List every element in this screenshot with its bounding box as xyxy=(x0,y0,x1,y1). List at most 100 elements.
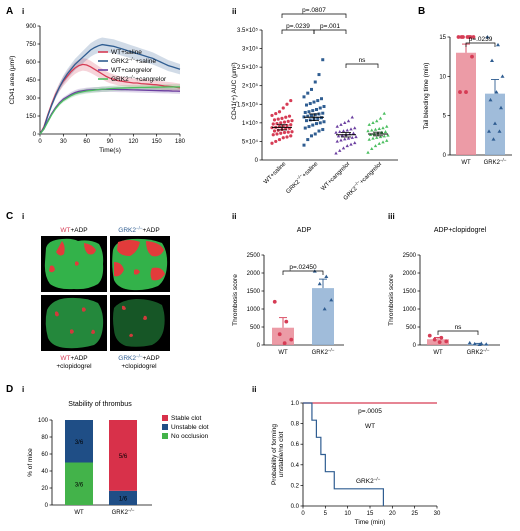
micrograph-grk2-adp-clopidogrel xyxy=(110,295,170,351)
micrograph-panel: WT+ADP GRK2−/−+ADP xyxy=(41,226,170,370)
aii-point xyxy=(350,135,354,139)
aii-point xyxy=(275,132,279,136)
aii-point xyxy=(371,121,375,125)
b-point xyxy=(500,74,505,78)
di-ytick-label: 80 xyxy=(41,435,48,441)
di-segment-label: 3/6 xyxy=(75,482,84,488)
aii-point xyxy=(370,147,374,151)
aii-point xyxy=(339,138,343,142)
ciii-point xyxy=(437,340,442,345)
aii-point xyxy=(276,117,280,121)
dii-ytick-label: 0.6 xyxy=(291,442,300,448)
di-legend-swatch-2 xyxy=(162,433,168,439)
aii-point xyxy=(370,128,374,132)
aii-point xyxy=(307,125,311,129)
aii-point xyxy=(385,124,389,128)
ai-series-0-error-band xyxy=(40,58,180,134)
aii-point xyxy=(305,119,308,123)
aii-point xyxy=(311,109,315,113)
subpanel-label-dii: ii xyxy=(252,385,256,394)
ai-series-2-error-band xyxy=(40,86,180,134)
caption-grk2-adp: GRK2−/−+ADP xyxy=(118,226,159,235)
di-bar-segment-1-2 xyxy=(109,420,137,491)
aii-point xyxy=(287,114,292,118)
aii-ytick-label: 5×10⁴ xyxy=(242,138,259,145)
aii-point xyxy=(353,141,357,145)
aii-point xyxy=(302,143,306,147)
di-ytick-label: 20 xyxy=(41,486,48,492)
ai-ytick-label: 900 xyxy=(26,24,37,30)
aii-ytick-label: 1.5×10⁵ xyxy=(237,101,259,108)
ciii-point xyxy=(472,341,477,346)
dii-series-label-grk2: GRK2−/− xyxy=(356,477,381,486)
aii-point xyxy=(303,126,307,130)
di-legend-swatch-1 xyxy=(162,424,168,430)
ciii-category-label-1: GRK2−/− xyxy=(467,348,490,357)
aii-point xyxy=(378,135,383,139)
aii-point xyxy=(317,129,321,133)
di-ytick-label: 0 xyxy=(45,503,49,509)
b-category-text-1: GRK2 xyxy=(484,160,501,166)
b-point xyxy=(465,35,470,39)
ai-xtick-label: 180 xyxy=(175,139,186,145)
aii-point xyxy=(306,138,310,142)
di-segment-label: 3/6 xyxy=(75,440,84,446)
aii-point xyxy=(338,129,342,133)
aii-point xyxy=(306,91,310,95)
aii-ytick-label: 3.5×10⁵ xyxy=(237,27,259,34)
aii-point xyxy=(289,98,293,103)
aii-significance-0-bracket xyxy=(281,13,347,18)
b-significance-bracket xyxy=(465,42,496,47)
dii-xtick-label: 5 xyxy=(324,511,328,517)
ai-legend-entry-3: GRK2−/−+cangrelor xyxy=(111,75,167,84)
b-point xyxy=(496,42,500,47)
aii-point xyxy=(320,97,323,101)
cii-category-text-0: WT xyxy=(278,350,288,356)
caption-wt-clop: +clopidogrel xyxy=(56,363,92,370)
aii-point xyxy=(346,119,351,123)
aii-point xyxy=(318,121,322,125)
ciii-point xyxy=(467,340,472,345)
ai-xtick-label: 90 xyxy=(107,139,114,145)
dii-xtick-label: 10 xyxy=(344,511,351,517)
aii-point xyxy=(272,129,277,133)
ai-legend-entry-2-text: WT+cangrelor xyxy=(111,67,153,74)
b-point xyxy=(458,90,462,94)
aii-ytick-label: 3×10⁵ xyxy=(242,46,259,53)
di-title: Stability of thrombus xyxy=(68,401,132,408)
cii-category-label-1: GRK2−/− xyxy=(312,348,335,357)
aii-point xyxy=(274,139,278,144)
aii-point xyxy=(281,136,285,140)
cii-title: ADP xyxy=(297,227,312,234)
ai-ytick-label: 0 xyxy=(33,132,37,138)
aii-category-label-1-suffix: +saline xyxy=(302,161,320,179)
aii-point xyxy=(353,126,357,130)
ciii-ytick-label: 2000 xyxy=(403,271,417,277)
panel-label-b: B xyxy=(418,6,425,17)
aii-point xyxy=(313,113,317,117)
aii-point xyxy=(378,116,383,120)
cii-ytick-label: 2000 xyxy=(247,271,261,277)
b-ytick-label: 5 xyxy=(443,114,447,120)
aii-category-label-0: WT+saline xyxy=(263,161,288,186)
ciii-ytick-label: 500 xyxy=(406,325,417,331)
aii-category-label-3-suffix: +cangrelor xyxy=(359,161,383,185)
ciii-point xyxy=(477,342,482,347)
aii-point xyxy=(311,123,315,127)
di-legend-entry-0: Stable clot xyxy=(171,415,202,422)
aii-point xyxy=(381,140,385,144)
di-ytick-label: 60 xyxy=(41,452,48,458)
dii-series-label-grk2-sup: −/− xyxy=(374,477,381,482)
b-point xyxy=(493,121,497,125)
b-bar-0 xyxy=(456,52,476,155)
ciii-point xyxy=(427,333,432,338)
aii-point xyxy=(282,120,287,124)
b-category-label-0: WT xyxy=(461,160,471,166)
aii-point xyxy=(277,137,282,142)
aii-point xyxy=(289,123,293,127)
aii-point xyxy=(354,135,358,139)
aii-point xyxy=(371,136,375,140)
ciii-point xyxy=(432,337,437,342)
chart-cii-adp-thrombosis: 0 500 1000 1500 2000 2500 Thrombosis score ADP W… xyxy=(232,227,344,356)
aii-point xyxy=(307,110,311,114)
